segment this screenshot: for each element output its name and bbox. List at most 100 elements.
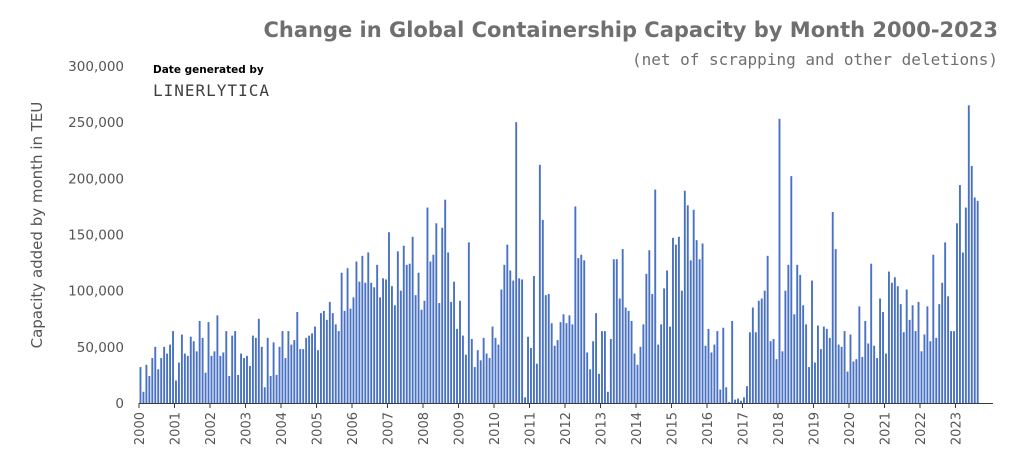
bar: [154, 346, 157, 403]
bar: [882, 312, 884, 403]
bar: [426, 207, 429, 403]
bar: [308, 335, 311, 403]
bar: [893, 277, 896, 403]
bar: [586, 352, 589, 403]
bar: [654, 189, 657, 403]
bar: [402, 245, 405, 403]
bar: [639, 346, 642, 403]
y-tick-label: 250,000: [68, 115, 124, 131]
y-tick-label: 150,000: [68, 228, 124, 244]
bar: [319, 313, 322, 403]
bar: [855, 359, 858, 403]
bar: [944, 242, 947, 403]
bar: [719, 389, 722, 403]
bar: [157, 369, 160, 403]
bar: [769, 341, 772, 403]
bar: [707, 328, 710, 403]
bar: [275, 374, 278, 403]
bar: [802, 305, 805, 403]
bar: [796, 264, 799, 403]
bar: [790, 176, 793, 403]
bar: [284, 358, 287, 403]
bar: [441, 227, 444, 403]
bar: [745, 386, 748, 403]
x-tick-label: 2010: [488, 412, 503, 445]
bar: [482, 337, 485, 403]
bar: [840, 346, 843, 403]
bar: [269, 376, 272, 403]
bar: [731, 321, 734, 403]
bar: [225, 331, 228, 403]
bar: [145, 364, 148, 403]
bar: [459, 300, 461, 403]
bar: [210, 355, 213, 403]
bar: [485, 353, 488, 403]
bar: [393, 305, 396, 403]
bar: [379, 297, 382, 403]
bar: [160, 358, 163, 403]
bar: [246, 355, 248, 403]
bar: [896, 286, 899, 403]
bar: [479, 360, 482, 403]
bar: [535, 363, 538, 403]
bar: [728, 401, 731, 403]
bar: [263, 387, 266, 403]
bar: [976, 200, 979, 403]
bar: [636, 364, 639, 403]
bar: [666, 270, 669, 403]
bar: [870, 263, 873, 403]
bar: [497, 344, 500, 403]
bar: [787, 264, 790, 403]
bar: [207, 322, 210, 403]
bar: [556, 340, 559, 403]
bar: [524, 397, 527, 403]
bar: [361, 255, 364, 403]
bar: [873, 345, 876, 403]
bar: [645, 273, 648, 403]
bar: [163, 346, 166, 403]
bar: [518, 278, 521, 403]
bar: [435, 223, 438, 403]
bar: [958, 185, 961, 403]
bar: [464, 354, 467, 403]
y-axis-label: Capacity added by month in TEU: [28, 102, 46, 349]
bar: [864, 321, 867, 403]
bar: [967, 105, 970, 403]
bar: [716, 331, 719, 403]
bar: [663, 288, 666, 403]
bar: [964, 207, 967, 403]
bar: [734, 399, 737, 403]
bar: [476, 350, 479, 403]
bar: [683, 190, 686, 403]
bar: [849, 334, 852, 403]
bar: [491, 326, 494, 403]
bar: [698, 259, 701, 403]
bar: [953, 331, 955, 403]
bar: [766, 255, 769, 403]
x-tick-label: 2020: [843, 412, 858, 445]
bar: [837, 344, 840, 403]
bar: [388, 232, 390, 403]
bar: [231, 335, 234, 403]
bar: [559, 322, 562, 403]
source-brand: LINERLYTICA: [153, 81, 270, 100]
bar: [243, 358, 245, 403]
bar: [251, 335, 254, 403]
bar: [494, 337, 497, 403]
bar: [574, 206, 577, 403]
x-tick-label: 2012: [559, 412, 574, 445]
bar: [887, 271, 890, 403]
bar: [763, 290, 766, 403]
bar: [355, 261, 358, 403]
bar: [701, 243, 704, 403]
bar: [317, 350, 319, 403]
bar: [751, 307, 754, 403]
bar: [417, 272, 420, 403]
bar: [503, 264, 506, 403]
bar: [390, 286, 393, 403]
x-tick-label: 2009: [453, 412, 468, 445]
bar: [923, 334, 926, 403]
bar: [926, 306, 929, 403]
bar: [929, 341, 932, 403]
bar: [686, 205, 689, 403]
